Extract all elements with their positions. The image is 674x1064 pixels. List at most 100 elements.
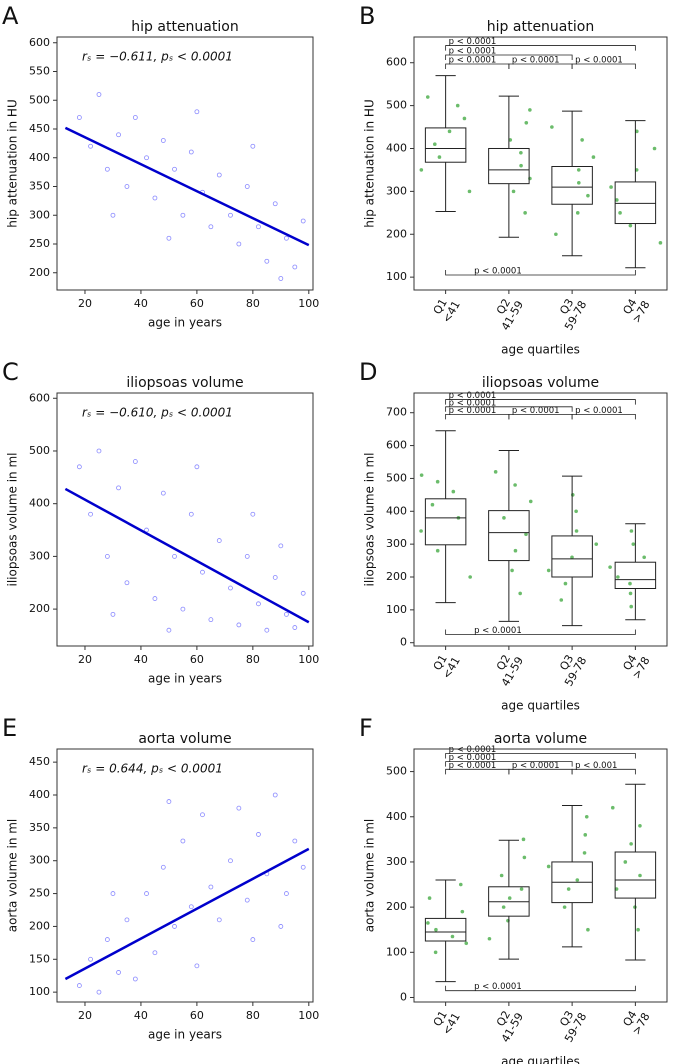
jitter-point: [609, 185, 613, 189]
data-point: [244, 553, 250, 559]
jitter-point: [513, 483, 517, 487]
chart-title: aorta volume: [138, 731, 231, 747]
y-tick-label: 250: [29, 887, 50, 900]
data-point: [116, 485, 121, 491]
data-point: [228, 212, 233, 218]
y-tick-label: 350: [29, 821, 50, 834]
x-axis-label: age in years: [148, 316, 222, 330]
x-axis-label: age in years: [148, 1028, 222, 1042]
y-tick-label: 200: [386, 227, 407, 240]
data-point: [200, 569, 205, 575]
y-tick-label: 300: [29, 854, 50, 867]
jitter-point: [577, 180, 581, 185]
data-point: [166, 235, 172, 241]
chart-title: iliopsoas volume: [126, 375, 243, 391]
x-tick-label: 60: [190, 297, 204, 310]
data-point: [132, 115, 138, 120]
jitter-point: [510, 568, 514, 573]
y-tick-label: 400: [29, 497, 50, 510]
significance-label: p < 0.0001: [512, 761, 560, 771]
data-point: [200, 812, 205, 818]
jitter-point: [519, 150, 523, 155]
jitter-point: [575, 211, 580, 215]
x-axis-label: age quartiles: [501, 343, 580, 357]
data-point: [124, 917, 130, 923]
jitter-point: [559, 598, 564, 602]
jitter-point: [583, 833, 588, 837]
jitter-point: [574, 509, 578, 514]
significance-bracket: [571, 413, 636, 420]
jitter-point: [652, 146, 657, 151]
data-point: [208, 224, 214, 230]
data-point: [272, 575, 278, 580]
jitter-point: [528, 108, 532, 112]
jitter-point: [575, 878, 580, 882]
jitter-point: [610, 805, 615, 810]
jitter-point: [638, 824, 642, 828]
significance-bracket: [571, 63, 636, 70]
box: [551, 535, 593, 578]
panel-letter: A: [2, 2, 19, 30]
plot-frame: [413, 36, 668, 291]
panel-letter: E: [2, 714, 17, 742]
jitter-point: [508, 138, 513, 142]
data-point: [180, 838, 186, 844]
jitter-point: [528, 499, 533, 504]
significance-bracket: [445, 629, 636, 635]
x-tick-label: 40: [134, 1009, 148, 1022]
jitter-point: [451, 489, 456, 494]
data-point: [160, 490, 166, 496]
significance-label: p < 0.0001: [449, 47, 497, 57]
box: [488, 147, 530, 185]
data-point: [110, 611, 116, 617]
data-point: [124, 184, 130, 189]
jitter-point: [435, 479, 440, 484]
significance-bracket: [445, 45, 636, 51]
box: [614, 561, 657, 590]
x-tick-label: 60: [190, 1009, 204, 1022]
x-tick-label: 20: [78, 653, 92, 666]
data-point: [264, 258, 270, 264]
significance-label: p < 0.0001: [474, 982, 522, 992]
x-axis-label: age in years: [148, 672, 222, 686]
jitter-point: [426, 921, 430, 925]
jitter-point: [460, 909, 465, 914]
significance-label: p < 0.0001: [575, 56, 623, 66]
jitter-point: [501, 905, 506, 909]
y-tick-label: 250: [29, 237, 50, 250]
jitter-point: [638, 873, 642, 878]
data-point: [144, 891, 149, 896]
jitter-point: [519, 163, 523, 168]
y-axis-label: aorta volume in ml: [6, 819, 20, 933]
data-point: [110, 212, 116, 218]
jitter-point: [437, 155, 442, 159]
y-axis-label: aorta volume in ml: [363, 819, 377, 933]
y-tick-label: 400: [29, 788, 50, 801]
significance-bracket: [445, 269, 636, 276]
jitter-point: [433, 950, 438, 955]
y-tick-label: 600: [386, 439, 407, 452]
jitter-point: [434, 927, 438, 932]
jitter-point: [518, 591, 522, 596]
significance-label: p < 0.0001: [449, 745, 497, 755]
jitter-point: [464, 941, 469, 946]
significance-label: p < 0.0001: [474, 626, 522, 636]
data-point: [152, 596, 158, 601]
data-point: [300, 864, 306, 870]
data-point: [208, 884, 214, 890]
data-point: [194, 464, 200, 470]
significance-label: p < 0.0001: [449, 753, 497, 763]
data-point: [152, 195, 158, 201]
jitter-point: [522, 855, 527, 860]
jitter-point: [636, 927, 640, 932]
y-tick-label: 700: [386, 406, 407, 419]
data-point: [292, 838, 298, 844]
data-point: [144, 155, 149, 161]
jitter-point: [462, 116, 467, 121]
x-tick-label: 20: [78, 297, 92, 310]
data-point: [172, 553, 177, 559]
jitter-point: [419, 473, 424, 477]
box: [424, 917, 467, 942]
data-point: [188, 149, 194, 155]
data-point: [188, 904, 194, 910]
